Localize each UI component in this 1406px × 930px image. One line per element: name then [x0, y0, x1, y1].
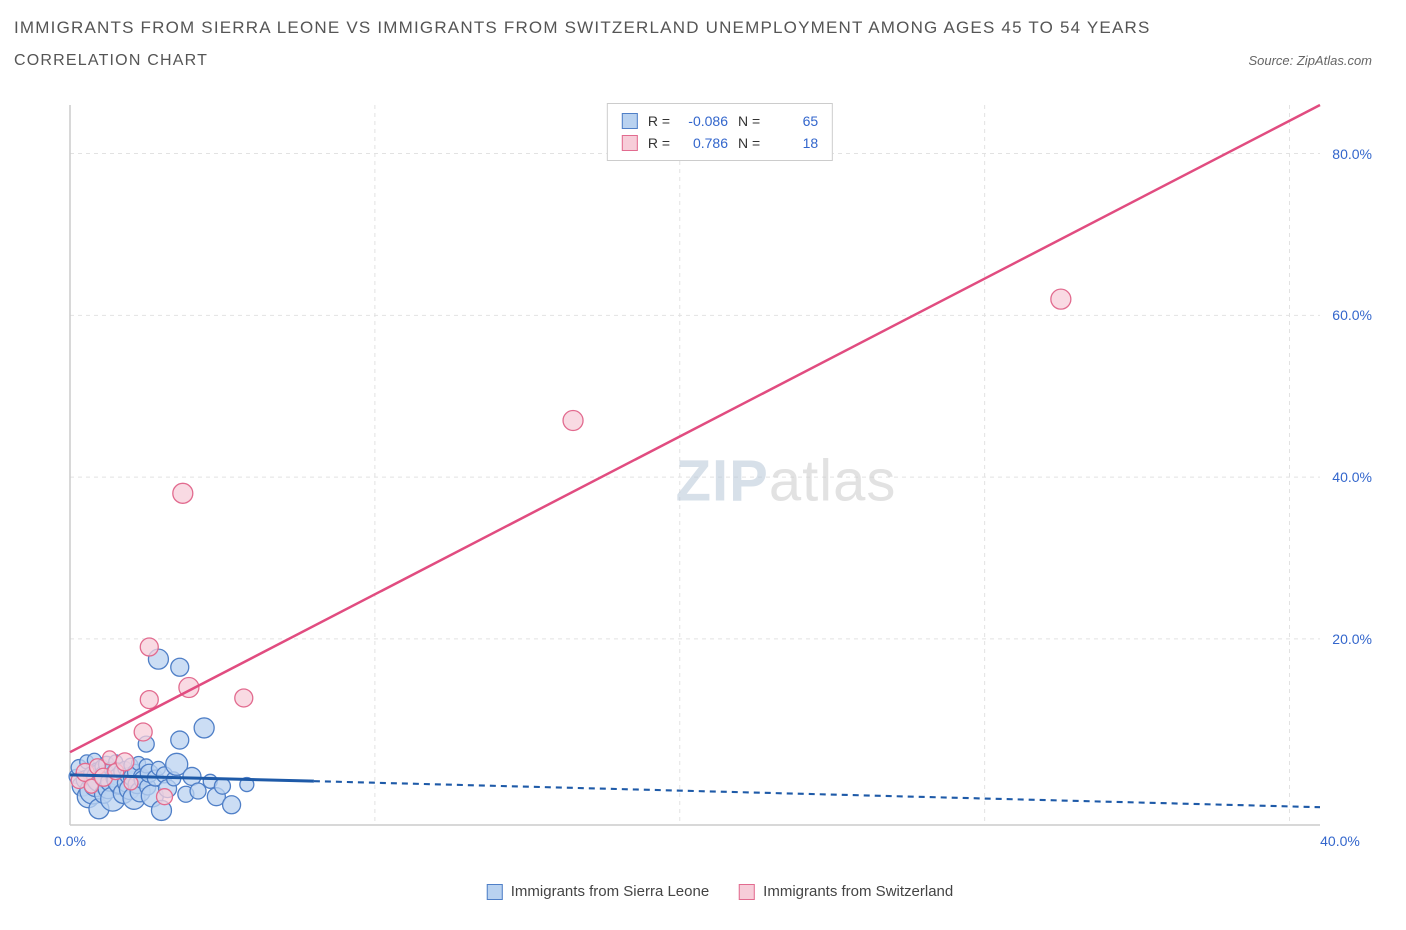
- stat-r-value-0: -0.086: [680, 110, 728, 132]
- y-tick-label: 20.0%: [1332, 631, 1372, 647]
- legend-stats-row-0: R = -0.086 N = 65: [622, 110, 818, 132]
- legend-swatch-sierra-leone: [622, 113, 638, 129]
- x-tick-label: 0.0%: [54, 833, 86, 849]
- legend-bottom: Immigrants from Sierra Leone Immigrants …: [487, 883, 953, 900]
- chart-title-line2: CORRELATION CHART: [14, 52, 208, 70]
- chart-title-line1: IMMIGRANTS FROM SIERRA LEONE VS IMMIGRAN…: [14, 18, 1392, 38]
- legend-label-switzerland: Immigrants from Switzerland: [763, 883, 953, 900]
- legend-stats-box: R = -0.086 N = 65 R = 0.786 N = 18: [607, 103, 833, 161]
- chart-header: IMMIGRANTS FROM SIERRA LEONE VS IMMIGRAN…: [0, 0, 1406, 70]
- legend-stats-row-1: R = 0.786 N = 18: [622, 132, 818, 154]
- stat-r-label-1: R =: [648, 132, 670, 154]
- stat-n-value-0: 65: [770, 110, 818, 132]
- y-tick-label: 60.0%: [1332, 307, 1372, 323]
- x-tick-label-right: 40.0%: [1320, 833, 1360, 849]
- stat-n-label-1: N =: [738, 132, 760, 154]
- legend-item-switzerland: Immigrants from Switzerland: [739, 883, 953, 900]
- stat-r-label-0: R =: [648, 110, 670, 132]
- legend-swatch-switzerland: [622, 135, 638, 151]
- y-tick-label: 80.0%: [1332, 146, 1372, 162]
- legend-label-sierra-leone: Immigrants from Sierra Leone: [511, 883, 709, 900]
- stat-n-label-0: N =: [738, 110, 760, 132]
- stat-r-value-1: 0.786: [680, 132, 728, 154]
- stat-n-value-1: 18: [770, 132, 818, 154]
- chart-area: Unemployment Among Ages 45 to 54 years Z…: [60, 95, 1380, 900]
- legend-swatch-sierra-leone-b: [487, 884, 503, 900]
- source-label: Source: ZipAtlas.com: [1248, 53, 1372, 68]
- scatter-plot: [60, 95, 1360, 855]
- y-tick-label: 40.0%: [1332, 469, 1372, 485]
- legend-swatch-switzerland-b: [739, 884, 755, 900]
- legend-item-sierra-leone: Immigrants from Sierra Leone: [487, 883, 709, 900]
